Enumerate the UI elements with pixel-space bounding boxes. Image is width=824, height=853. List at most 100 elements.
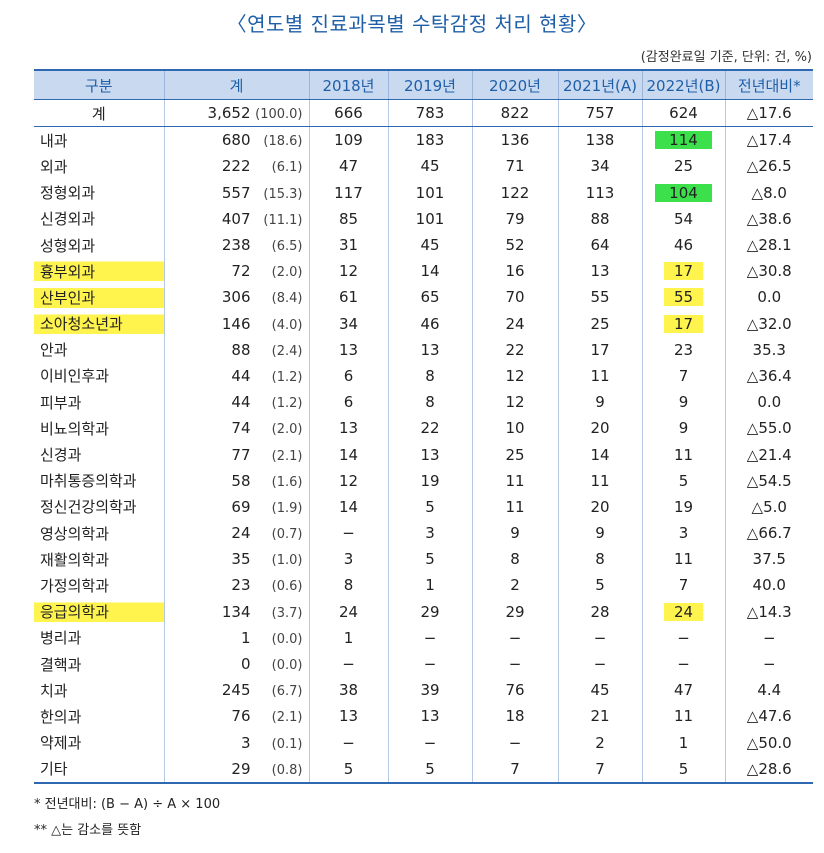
row-y2019: 3	[425, 524, 435, 543]
table-title: 〈연도별 진료과목별 수탁감정 처리 현황〉	[226, 12, 598, 36]
row-y2018-cell: 85	[308, 205, 388, 232]
row-y2018-cell: 34	[308, 310, 388, 337]
row-y2019-cell: 5	[387, 493, 472, 520]
row-y2021-cell: −	[557, 624, 642, 651]
row-y2022: 1	[678, 733, 689, 752]
row-y2020-cell: −	[471, 650, 558, 678]
row-category: 내과	[40, 131, 68, 150]
row-y2021-cell: 13	[557, 258, 642, 285]
row-category: 기타	[40, 760, 68, 779]
row-total: 72	[231, 262, 251, 281]
row-category-cell: 흉부외과	[34, 258, 164, 285]
row-y2019: 19	[420, 471, 440, 490]
row-y2022-cell: 17	[641, 310, 725, 337]
row-y2021: 2	[595, 733, 605, 752]
row-y2019: 13	[420, 707, 440, 726]
row-yoy: △66.7	[746, 524, 792, 543]
row-percent: (2.0)	[271, 422, 303, 438]
row-y2021: 7	[595, 759, 605, 778]
row-y2018: −	[342, 524, 355, 543]
row-y2021: −	[593, 628, 607, 647]
row-category-cell: 치과	[34, 677, 164, 703]
row-category-cell: 신경외과	[34, 206, 164, 232]
row-y2020: −	[508, 733, 522, 752]
row-y2021-cell: 28	[557, 598, 642, 625]
row-yoy-cell: △26.5	[724, 153, 813, 180]
row-percent: (11.1)	[263, 212, 303, 228]
table-row: 병리과 1 (0.0) 1 − − − − −	[34, 624, 813, 651]
row-y2018: 117	[334, 183, 363, 202]
row-category: 소아청소년과	[40, 315, 123, 334]
row-y2018: 14	[338, 445, 359, 464]
row-yoy-cell: 4.4	[724, 677, 813, 704]
row-yoy: △50.0	[746, 733, 792, 752]
row-category: 이비인후과	[40, 367, 110, 386]
row-y2019-cell: 101	[387, 179, 472, 206]
row-y2020: 7	[510, 759, 520, 778]
row-y2022: −	[677, 655, 690, 674]
row-yoy: 4.4	[757, 681, 782, 700]
row-total-cell: 134 (3.7)	[163, 598, 309, 625]
row-yoy-cell: △8.0	[724, 179, 813, 206]
header-2018: 2018년	[308, 70, 388, 100]
row-yoy-cell: −	[724, 650, 813, 678]
row-category-cell: 한의과	[34, 703, 164, 729]
row-category-cell: 응급의학과	[34, 598, 164, 625]
row-y2020-cell: 12	[471, 362, 558, 390]
row-y2019-cell: 45	[387, 153, 472, 180]
row-y2022-cell: 54	[641, 205, 725, 232]
row-percent: (6.1)	[271, 160, 303, 176]
table-row: 약제과 3 (0.1) − − − 2 1 △50.0	[34, 729, 813, 756]
row-total: 222	[221, 157, 251, 176]
row-y2018: 85	[338, 209, 359, 228]
row-yoy-cell: 35.3	[724, 336, 813, 363]
row-total: 1	[240, 628, 251, 647]
row-percent: (18.6)	[263, 134, 303, 150]
row-y2018: 34	[338, 314, 359, 333]
row-category-cell: 병리과	[34, 625, 164, 651]
row-y2021: 34	[590, 157, 610, 176]
row-y2022: 9	[678, 419, 689, 438]
row-yoy: △17.4	[746, 131, 792, 150]
row-y2019-cell: 3	[387, 520, 472, 547]
row-y2020-cell: 29	[471, 598, 558, 625]
row-y2021-cell: 9	[557, 389, 642, 416]
row-yoy: △36.4	[746, 366, 792, 385]
row-total-cell: 3,652 (100.0)	[163, 99, 309, 128]
row-y2021-cell: 64	[557, 231, 642, 259]
row-total: 24	[231, 524, 251, 543]
row-y2019: 101	[415, 183, 445, 202]
row-percent: (6.7)	[271, 684, 303, 700]
row-y2020: −	[508, 628, 522, 647]
table-row: 피부과 44 (1.2) 6 8 12 9 9 0.0	[34, 389, 813, 416]
row-category-cell: 소아청소년과	[34, 310, 164, 337]
row-y2019-cell: 46	[387, 310, 472, 337]
row-y2021-cell: 113	[557, 179, 642, 206]
table-row: 기타 29 (0.8) 5 5 7 7 5 △28.6	[34, 755, 813, 783]
row-yoy: △14.3	[746, 602, 792, 621]
row-y2020-cell: −	[471, 624, 558, 651]
row-y2020: 52	[505, 236, 525, 255]
row-y2018-cell: 12	[308, 258, 388, 285]
row-y2019-cell: 8	[387, 389, 472, 416]
row-y2021: 9	[595, 524, 605, 543]
row-y2018-cell: −	[308, 650, 388, 678]
row-y2021-cell: 9	[557, 520, 642, 547]
row-y2021: 25	[590, 314, 610, 333]
row-y2020: 16	[505, 262, 525, 281]
row-y2019-cell: 5	[387, 755, 472, 783]
row-total: 74	[231, 419, 251, 438]
table-row: 산부인과 306 (8.4) 61 65 70 55 55 0.0	[34, 284, 813, 311]
row-y2019-cell: 29	[387, 598, 472, 625]
row-y2020: 70	[505, 288, 525, 307]
row-y2022-cell: 11	[641, 441, 725, 468]
row-category: 마취통증의학과	[40, 472, 137, 491]
row-y2020-cell: 76	[471, 677, 558, 704]
row-yoy-cell: △32.0	[724, 310, 813, 337]
row-y2018: 8	[343, 576, 354, 595]
row-yoy-cell: △17.6	[724, 99, 813, 128]
table-row: 신경과 77 (2.1) 14 13 25 14 11 △21.4	[34, 441, 813, 468]
row-yoy: △28.1	[746, 236, 792, 255]
row-category: 산부인과	[40, 288, 96, 307]
row-total-cell: 306 (8.4)	[163, 284, 309, 311]
